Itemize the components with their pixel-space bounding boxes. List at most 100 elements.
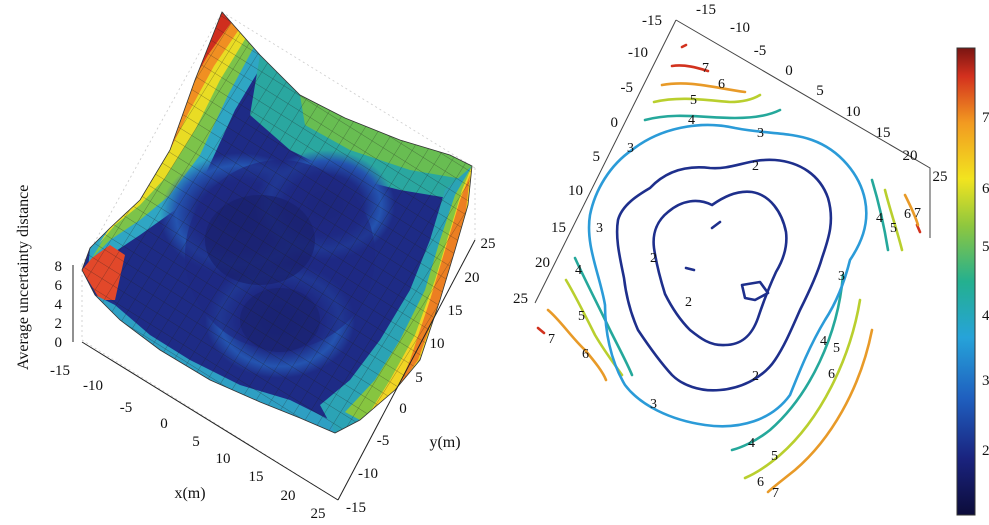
clabel-5-left: 5 [578,309,585,324]
clabel-6-right: 6 [904,207,911,222]
clabel-2-left: 2 [650,251,657,266]
contour-line-7a [670,64,710,73]
axis-box [81,11,476,501]
clabel-5-bot: 5 [771,449,778,464]
clabel-3-right: 3 [838,269,845,284]
contour-line-4-bot [730,273,845,452]
x-tick-m10: -10 [83,378,103,394]
contour-left-axis: -15 -10 -5 0 5 10 15 20 25 [513,13,662,307]
z-tick-2: 2 [55,316,63,332]
c-top-tick-15: 15 [876,125,891,141]
colorbar-gradient [956,47,976,516]
contour-line-6-top [660,82,747,94]
y-axis: -15 -10 -5 0 5 10 15 20 25 y(m) [337,236,496,516]
contour-line-4-left [573,256,634,377]
contour-line-7c [536,326,546,335]
contour-frame-top [675,19,931,238]
c-top-tick-20: 20 [903,148,918,164]
c-left-tick-10: 10 [568,183,583,199]
c-top-tick-5: 5 [816,83,824,99]
x-axis-label: x(m) [174,485,205,502]
clabel-2-top: 2 [752,159,759,174]
z-tick-8: 8 [55,259,63,275]
clabel-5-top: 5 [690,93,697,108]
contour-line-4-top [643,108,782,122]
clabel-4-left: 4 [575,263,582,278]
clabel-3-top: 3 [757,126,764,141]
clabel-7-top: 7 [702,61,709,76]
c-left-tick-5: 5 [593,149,601,165]
y-tick-20: 20 [465,270,480,286]
contour-line-2-inner [652,190,788,347]
clabel-4-bot: 4 [748,436,755,451]
c-left-tick-m15: -15 [642,13,662,29]
z-tick-6: 6 [55,278,63,294]
y-tick-15: 15 [448,303,463,319]
colorbar-tick-3: 3 [982,373,989,389]
x-axis: -15 -10 -5 0 5 10 15 20 25 x(m) [50,341,339,522]
contour-frame-left [534,19,677,304]
contour-line-2-notch [740,280,770,302]
y-tick-m15: -15 [346,500,366,516]
contour-line-6-right [903,193,920,227]
clabel-2-bot: 2 [752,369,759,384]
clabel-5-botright: 5 [833,341,840,356]
contour-plot: -15 -10 -5 0 5 10 15 20 25 -15 -10 -5 0 … [513,2,948,501]
c-top-tick-0: 0 [785,63,793,79]
c-left-tick-25: 25 [513,291,528,307]
contour-line-7b [680,43,688,49]
contour-line-5-right [883,188,904,252]
surface-mesh [82,12,472,433]
clabel-7-left: 7 [548,332,555,347]
clabel-4-botright: 4 [820,334,827,349]
z-axis: 0 2 4 6 8 Average uncertainty distance [15,185,74,370]
c-top-tick-m5: -5 [754,43,767,59]
clabel-7-right: 7 [914,206,921,221]
y-tick-10: 10 [430,336,445,352]
colorbar-tick-6: 6 [982,181,989,197]
x-tick-25: 25 [311,506,326,522]
y-axis-label: y(m) [429,434,460,451]
y-tick-m5: -5 [377,433,390,449]
z-axis-label: Average uncertainty distance [15,185,32,370]
c-left-tick-m10: -10 [628,45,648,61]
c-left-tick-0: 0 [611,115,619,131]
colorbar-tick-5: 5 [982,239,989,255]
contour-line-6-left [546,308,608,382]
clabel-3-leftmid: 3 [596,221,603,236]
contour-top-axis: -15 -10 -5 0 5 10 15 20 25 [696,2,948,185]
clabel-6-left: 6 [582,347,589,362]
contour-line-5-bot [743,298,862,480]
x-tick-20: 20 [281,488,296,504]
x-tick-0: 0 [160,416,168,432]
clabel-7-bot: 7 [772,486,779,501]
c-left-tick-20: 20 [535,255,550,271]
clabel-3-left: 3 [627,141,634,156]
x-tick-10: 10 [216,451,231,467]
colorbar-tick-2: 2 [982,443,989,459]
y-tick-0: 0 [399,401,407,417]
contour-line-2-outer [615,158,833,392]
c-top-tick-m15: -15 [696,2,716,18]
clabel-4-right: 4 [876,211,883,226]
clabel-4-top: 4 [688,113,695,128]
clabel-5-right: 5 [890,221,897,236]
clabel-2-inner: 2 [685,295,692,310]
c-top-tick-25: 25 [933,169,948,185]
c-left-tick-m5: -5 [621,80,634,96]
x-tick-m15: -15 [50,363,70,379]
clabel-3-bot: 3 [650,397,657,412]
contour-line-4-right [870,178,890,252]
clabel-6-botright: 6 [828,367,835,382]
clabel-6-bot: 6 [757,475,764,490]
x-tick-15: 15 [249,469,264,485]
surface-plot: 0 2 4 6 8 Average uncertainty distance -… [15,11,496,522]
colorbar: 7 6 5 4 3 2 [956,47,989,516]
c-left-tick-15: 15 [551,220,566,236]
colorbar-tick-4: 4 [982,308,989,324]
z-tick-4: 4 [55,297,63,313]
z-tick-0: 0 [55,335,63,351]
colorbar-tick-7: 7 [982,110,989,126]
y-tick-25: 25 [481,236,496,252]
